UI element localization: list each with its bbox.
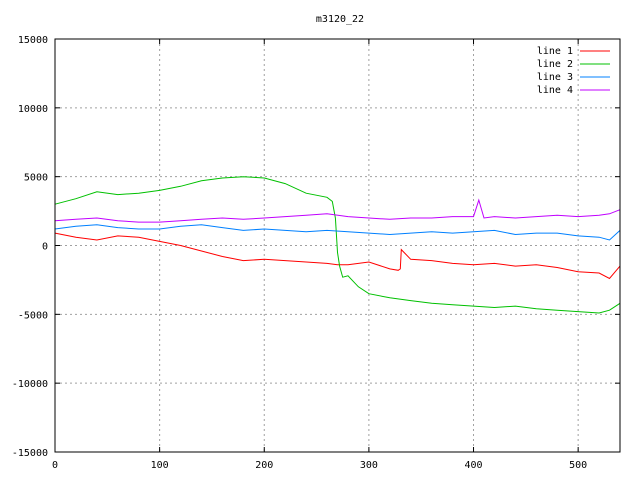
x-tick-label: 0: [52, 460, 58, 471]
x-tick-label: 200: [255, 460, 273, 471]
y-tick-label: -15000: [12, 448, 48, 459]
legend-label: line 3: [537, 72, 573, 83]
x-tick-label: 300: [360, 460, 378, 471]
y-tick-label: -10000: [12, 379, 48, 390]
y-tick-label: -5000: [18, 310, 48, 321]
series-line-2: [54, 176, 621, 314]
x-tick-label: 100: [151, 460, 169, 471]
legend-label: line 2: [537, 59, 573, 70]
y-tick-label: 5000: [24, 173, 48, 184]
series-line-3: [54, 224, 621, 241]
legend: line 1 line 2 line 3 line 4: [537, 46, 610, 96]
grid: [55, 39, 620, 452]
legend-label: line 1: [537, 46, 573, 57]
series-layer: [54, 176, 621, 314]
tick-layer: 0 100 200 300 400 500 -15000 -10000 -5000 0 5000 10…: [12, 35, 620, 471]
x-tick-label: 400: [464, 460, 482, 471]
y-tick-label: 15000: [18, 35, 48, 46]
legend-label: line 4: [537, 85, 573, 96]
series-line-1: [54, 232, 621, 280]
y-tick-label: 10000: [18, 104, 48, 115]
y-tick-label: 0: [42, 242, 48, 253]
chart-title: m3120_22: [316, 14, 364, 25]
x-tick-label: 500: [569, 460, 587, 471]
series-line-4: [54, 198, 621, 223]
